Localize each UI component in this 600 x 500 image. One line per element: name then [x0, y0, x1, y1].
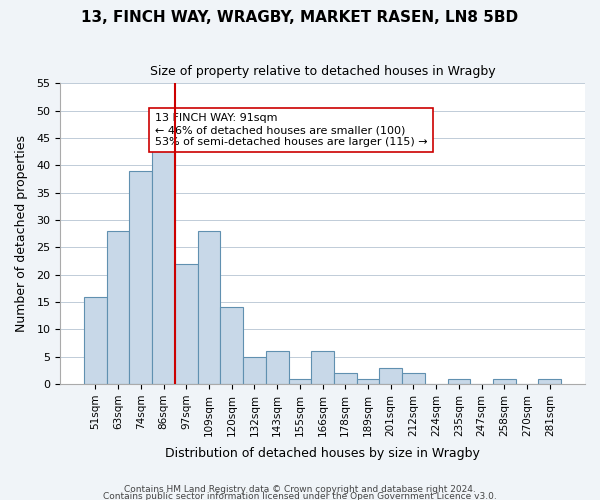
Bar: [334, 373, 356, 384]
Title: Size of property relative to detached houses in Wragby: Size of property relative to detached ho…: [150, 65, 496, 78]
Bar: [356, 378, 379, 384]
Text: Contains public sector information licensed under the Open Government Licence v3: Contains public sector information licen…: [103, 492, 497, 500]
Bar: [130, 171, 152, 384]
Text: Contains HM Land Registry data © Crown copyright and database right 2024.: Contains HM Land Registry data © Crown c…: [124, 486, 476, 494]
Bar: [402, 373, 425, 384]
Bar: [175, 264, 197, 384]
Bar: [448, 378, 470, 384]
Text: 13, FINCH WAY, WRAGBY, MARKET RASEN, LN8 5BD: 13, FINCH WAY, WRAGBY, MARKET RASEN, LN8…: [82, 10, 518, 25]
Bar: [152, 149, 175, 384]
Bar: [379, 368, 402, 384]
Bar: [266, 351, 289, 384]
Bar: [220, 308, 243, 384]
Y-axis label: Number of detached properties: Number of detached properties: [15, 135, 28, 332]
Bar: [197, 231, 220, 384]
Bar: [289, 378, 311, 384]
Bar: [311, 351, 334, 384]
Bar: [538, 378, 561, 384]
Text: 13 FINCH WAY: 91sqm
← 46% of detached houses are smaller (100)
53% of semi-detac: 13 FINCH WAY: 91sqm ← 46% of detached ho…: [155, 114, 427, 146]
Bar: [243, 356, 266, 384]
X-axis label: Distribution of detached houses by size in Wragby: Distribution of detached houses by size …: [165, 447, 480, 460]
Bar: [84, 296, 107, 384]
Bar: [493, 378, 516, 384]
Bar: [107, 231, 130, 384]
